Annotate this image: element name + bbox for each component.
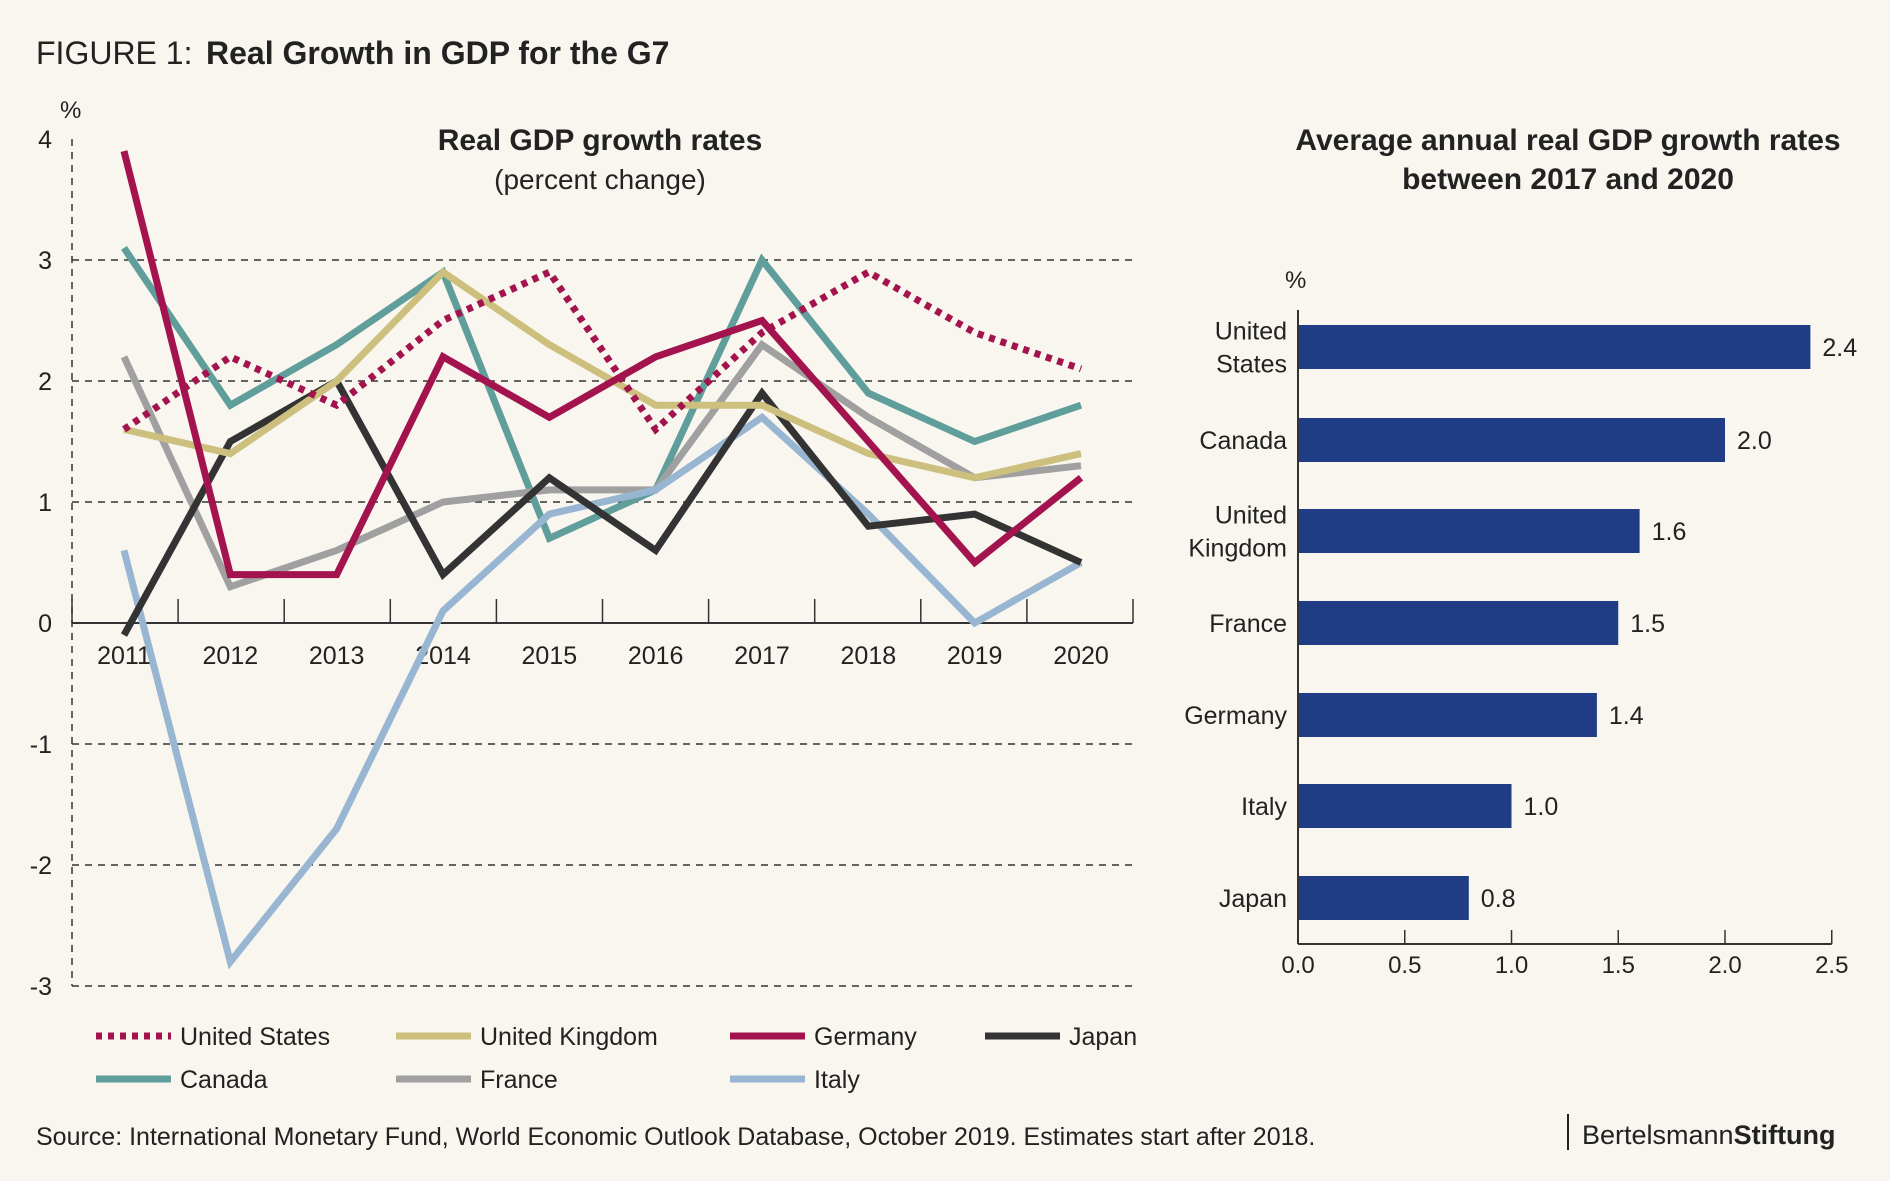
legend-label: France: [480, 1066, 558, 1094]
bar-category-label: States: [1216, 351, 1287, 379]
legend-label: United Kingdom: [480, 1023, 658, 1051]
y-tick-label: 1: [38, 489, 52, 517]
x-tick-label: 2012: [203, 642, 259, 670]
bar: [1298, 876, 1469, 920]
line-chart-subtitle: (percent change): [494, 164, 706, 195]
bar: [1298, 693, 1597, 737]
x-tick-label: 2018: [841, 642, 897, 670]
bar: [1298, 601, 1619, 645]
x-tick-label: 2020: [1053, 642, 1109, 670]
bar-x-tick-label: 1.5: [1602, 952, 1635, 979]
series-line-france: [120, 339, 1082, 592]
bar-chart-title: Average annual real GDP growth rates: [1295, 124, 1840, 157]
y-tick-label: -1: [30, 731, 52, 759]
x-tick-label: 2019: [947, 642, 1003, 670]
legend-label: United States: [180, 1023, 330, 1051]
figure-label: FIGURE 1:: [36, 35, 192, 71]
bar-category-label: Japan: [1219, 885, 1287, 913]
bar-value-label: 2.4: [1822, 334, 1857, 362]
bar-value-label: 1.6: [1652, 518, 1687, 546]
legend-label: Canada: [180, 1066, 268, 1094]
bar-category-label: Canada: [1199, 427, 1287, 455]
y-tick-label: 2: [38, 368, 52, 396]
series-line-united-states: [122, 267, 1083, 435]
bar-value-label: 1.5: [1630, 610, 1665, 638]
bar: [1298, 418, 1725, 462]
x-tick-label: 2013: [309, 642, 365, 670]
bar-x-tick-label: 2.5: [1815, 952, 1848, 979]
series-line-italy: [120, 412, 1083, 970]
bar-category-label: United: [1215, 502, 1287, 530]
series-line-germany: [120, 150, 1084, 579]
y-tick-label: -3: [30, 973, 52, 1001]
bar-y-unit: %: [1285, 267, 1306, 294]
bar-chart-title: between 2017 and 2020: [1402, 163, 1734, 196]
line-chart-title: Real GDP growth rates: [438, 124, 763, 157]
bar-x-tick-label: 1.0: [1495, 952, 1528, 979]
bar: [1298, 509, 1640, 553]
bar-value-label: 1.4: [1609, 702, 1644, 730]
series-line-united-kingdom: [123, 267, 1082, 482]
legend-label: Germany: [814, 1023, 917, 1051]
bar-category-label: Italy: [1241, 793, 1287, 821]
x-tick-label: 2015: [522, 642, 578, 670]
legend-label: Italy: [814, 1066, 860, 1094]
y-tick-label: -2: [30, 852, 52, 880]
figure-title: Real Growth in GDP for the G7: [206, 35, 669, 71]
x-tick-label: 2017: [734, 642, 790, 670]
bar-category-label: Germany: [1184, 702, 1287, 730]
source-note: Source: International Monetary Fund, Wor…: [36, 1123, 1315, 1151]
bar-category-label: France: [1209, 610, 1287, 638]
bar-value-label: 0.8: [1481, 885, 1516, 913]
line-y-unit: %: [60, 97, 81, 124]
y-tick-label: 4: [38, 126, 52, 154]
bar-value-label: 2.0: [1737, 427, 1772, 455]
series-line-japan: [120, 376, 1083, 637]
bar-x-tick-label: 0.0: [1281, 952, 1314, 979]
bar-x-tick-label: 0.5: [1388, 952, 1421, 979]
bar-category-label: Kingdom: [1188, 535, 1287, 563]
logo: BertelsmannStiftung: [1582, 1120, 1836, 1150]
bar-x-tick-label: 2.0: [1708, 952, 1741, 979]
y-tick-label: 0: [38, 610, 52, 638]
series-line-canada: [121, 245, 1083, 544]
bar: [1298, 784, 1512, 828]
bar-value-label: 1.0: [1524, 793, 1559, 821]
x-tick-label: 2011: [97, 642, 151, 670]
y-tick-label: 3: [38, 247, 52, 275]
x-tick-label: 2016: [628, 642, 684, 670]
bar-category-label: United: [1215, 318, 1287, 346]
bar: [1298, 325, 1811, 369]
legend-label: Japan: [1069, 1023, 1137, 1051]
